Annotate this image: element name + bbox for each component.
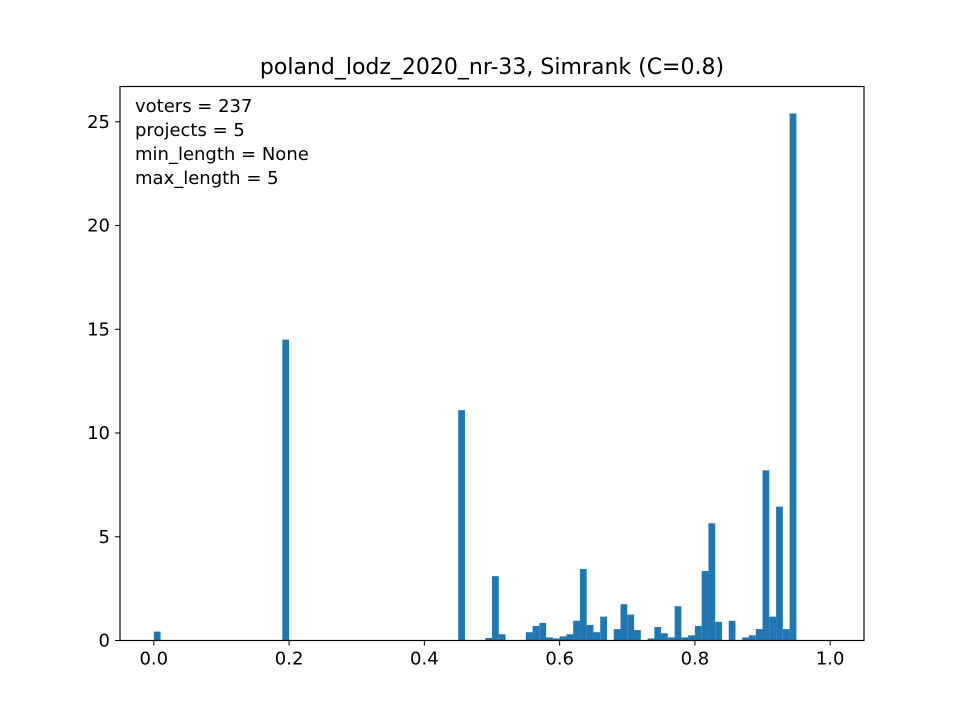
x-tick-label: 0.0	[139, 649, 168, 670]
x-axis: 0.0 0.2 0.4 0.6 0.8 1.0	[139, 640, 845, 670]
x-tick-label: 1.0	[816, 649, 845, 670]
histogram-bar	[749, 635, 756, 641]
histogram-bar	[552, 638, 560, 641]
histogram-bar	[715, 621, 722, 641]
x-tick-label: 0.2	[275, 649, 304, 670]
histogram-bar	[525, 632, 533, 641]
histogram-bar	[701, 570, 709, 641]
histogram-bar	[681, 637, 689, 641]
histogram-bar	[566, 634, 574, 641]
histogram-bar	[579, 568, 587, 641]
histogram-bar	[647, 638, 655, 641]
y-tick-label: 20	[87, 216, 110, 237]
histogram-bar	[620, 604, 628, 641]
histogram-bar	[532, 625, 540, 641]
histogram-bar	[661, 633, 668, 641]
histogram-bar	[634, 630, 641, 641]
histogram-bar	[586, 624, 594, 641]
y-tick-label: 10	[87, 423, 110, 444]
chart-title: poland_lodz_2020_nr-33, Simrank (C=0.8)	[260, 55, 724, 80]
x-tick-label: 0.4	[410, 649, 439, 670]
y-tick-label: 25	[87, 112, 110, 133]
histogram-bar	[742, 637, 750, 641]
y-axis: 0 5 10 15 20 25	[87, 112, 120, 652]
plot-frame	[119, 85, 865, 642]
annotation-min-length: min_length = None	[135, 144, 309, 165]
annotation-projects: projects = 5	[135, 120, 245, 141]
histogram-bar	[492, 576, 499, 641]
bar-series	[153, 113, 797, 641]
histogram-bar	[674, 606, 682, 641]
histogram-bar	[782, 629, 790, 641]
histogram-bar	[613, 629, 621, 641]
histogram-bar	[654, 627, 662, 641]
histogram-bar	[769, 616, 777, 641]
histogram-bar	[708, 523, 716, 641]
y-tick-label: 5	[99, 527, 110, 548]
histogram-bar	[688, 635, 695, 641]
histogram-bar	[627, 614, 635, 641]
histogram-bar	[498, 634, 506, 641]
y-tick-label: 0	[99, 631, 110, 652]
annotation-max-length: max_length = 5	[135, 168, 279, 189]
x-tick-label: 0.8	[681, 649, 710, 670]
histogram-bar	[667, 637, 675, 641]
plot-area	[120, 86, 864, 641]
histogram-bar	[485, 638, 492, 641]
histogram-bar	[546, 637, 553, 641]
histogram-bar	[789, 113, 797, 641]
stats-annotation: voters = 237 projects = 5 min_length = N…	[135, 96, 309, 189]
histogram-bar	[539, 622, 547, 641]
histogram-bar	[559, 636, 567, 641]
histogram-bar	[458, 410, 465, 641]
histogram-bar	[762, 470, 770, 641]
histogram-bar	[694, 625, 702, 641]
histogram-bar	[755, 629, 763, 641]
histogram-bar	[153, 631, 161, 641]
histogram-bar	[593, 632, 601, 641]
annotation-voters: voters = 237	[135, 96, 252, 117]
histogram-bar	[776, 506, 783, 641]
x-tick-label: 0.6	[545, 649, 574, 670]
y-tick-label: 15	[87, 319, 110, 340]
histogram-bar	[573, 620, 580, 641]
histogram-bar	[282, 339, 290, 641]
histogram-bar	[728, 620, 736, 641]
histogram-bar	[600, 616, 607, 641]
